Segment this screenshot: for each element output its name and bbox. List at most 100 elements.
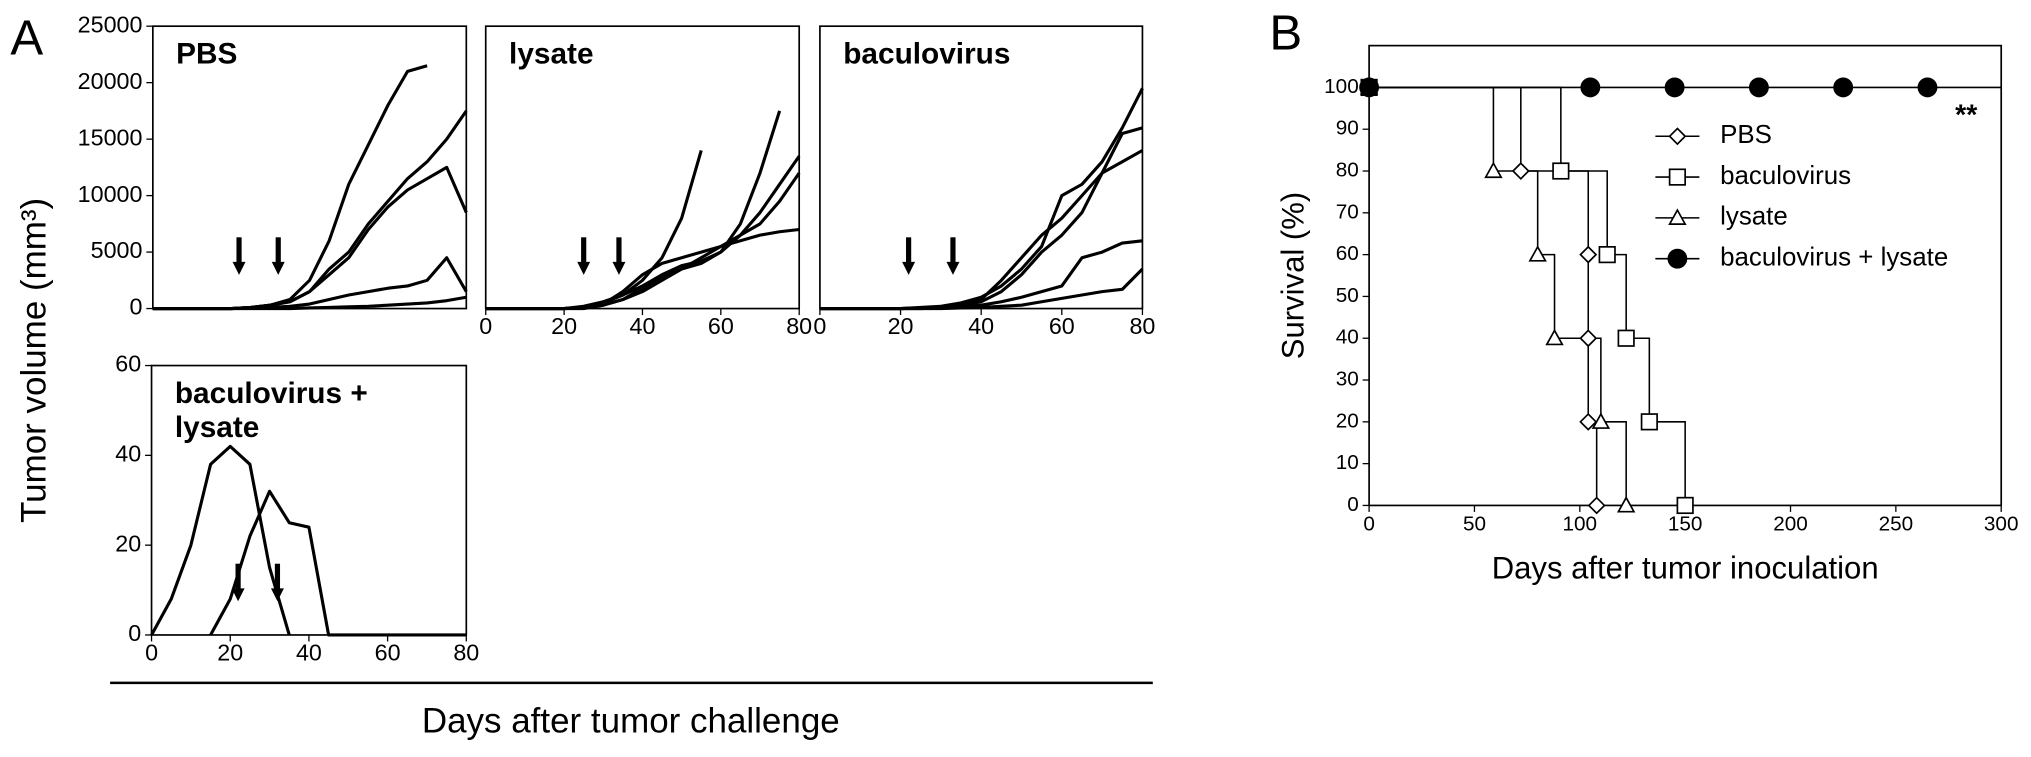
chart-title-box: lysate xyxy=(509,37,593,71)
marker xyxy=(1616,495,1636,513)
x-tick-label: 0 xyxy=(1363,512,1375,535)
x-tick-label: 20 xyxy=(888,313,914,339)
series-line xyxy=(209,489,467,637)
x-tick-label: 60 xyxy=(708,313,734,339)
y-tick-label: 20 xyxy=(115,530,141,556)
x-tick-label: 100 xyxy=(1563,512,1598,535)
series-line xyxy=(152,165,468,311)
marker xyxy=(1664,77,1685,98)
marker xyxy=(1598,246,1616,264)
y-tick-label: 60 xyxy=(1336,242,1359,265)
arrow xyxy=(946,237,960,275)
x-tick-label: 40 xyxy=(296,640,322,666)
marker xyxy=(1676,496,1694,515)
y-axis-label: Tumor volume (mm³) xyxy=(15,198,54,523)
y-tick-label: 20000 xyxy=(78,68,143,94)
arrow xyxy=(270,563,284,602)
x-tick-label: 50 xyxy=(1463,512,1486,535)
panel-label: B xyxy=(1269,6,1302,61)
y-tick-label: 60 xyxy=(115,351,141,377)
arrow xyxy=(902,237,916,275)
y-tick-label: 40 xyxy=(1336,326,1359,349)
marker xyxy=(1511,162,1530,180)
y-tick-label: 15000 xyxy=(78,124,143,150)
y-tick-label: 25000 xyxy=(78,11,143,37)
x-axis-label: Days after tumor challenge xyxy=(422,701,840,740)
x-tick-label: 0 xyxy=(479,313,492,339)
arrow xyxy=(232,237,246,275)
series-line xyxy=(152,295,467,311)
x-tick-label: 60 xyxy=(1049,313,1075,339)
x-tick-label: 200 xyxy=(1773,512,1808,535)
x-tick-label: 20 xyxy=(551,313,577,339)
marker xyxy=(1579,245,1598,264)
arrow xyxy=(612,237,626,275)
legend-marker xyxy=(1667,248,1688,269)
y-tick-label: 70 xyxy=(1336,200,1359,223)
series-line xyxy=(1369,86,1598,506)
y-tick-label: 40 xyxy=(115,441,141,467)
x-tick-label: 0 xyxy=(813,313,826,339)
arrow xyxy=(231,563,245,602)
y-tick-label: 30 xyxy=(1336,367,1359,390)
marker xyxy=(1617,329,1635,347)
marker xyxy=(1833,77,1854,98)
x-tick-label: 40 xyxy=(968,313,994,339)
x-tick-label: 40 xyxy=(629,313,655,339)
arrow xyxy=(577,237,591,275)
x-tick-label: 0 xyxy=(145,640,158,666)
series-line xyxy=(485,227,800,311)
chart-title: baculovirus xyxy=(843,36,1011,71)
marker xyxy=(1528,245,1547,262)
legend-marker xyxy=(1668,168,1687,186)
x-tick-label: 150 xyxy=(1668,512,1703,535)
y-tick-label: 5000 xyxy=(91,237,143,263)
series-line xyxy=(819,126,1143,311)
y-tick-label: 100 xyxy=(1324,75,1359,98)
marker xyxy=(1579,412,1598,431)
y-axis-label: Survival (%) xyxy=(1275,192,1310,360)
arrow-head xyxy=(231,588,245,602)
marker xyxy=(1640,413,1658,431)
marker xyxy=(1484,161,1503,179)
marker xyxy=(1545,328,1564,346)
x-tick-label: 80 xyxy=(1129,313,1155,339)
series-line xyxy=(485,110,782,311)
marker xyxy=(1587,496,1606,515)
series-line xyxy=(1369,86,1627,506)
y-tick-label: 10000 xyxy=(78,181,143,207)
y-tick-label: 50 xyxy=(1336,284,1359,307)
x-tick-label: 60 xyxy=(375,640,401,666)
series-line xyxy=(485,149,703,311)
marker xyxy=(1748,77,1769,98)
series-line xyxy=(819,87,1144,311)
y-tick-label: 10 xyxy=(1336,451,1359,474)
marker xyxy=(1579,329,1598,348)
legend-label: PBS xyxy=(1720,121,1772,149)
series-line xyxy=(152,256,468,311)
arrow-head xyxy=(577,261,591,275)
arrow-head xyxy=(271,261,285,275)
series-line xyxy=(485,155,801,311)
chart-title-box: PBS xyxy=(176,37,237,71)
y-tick-label: 80 xyxy=(1336,158,1359,181)
series-line xyxy=(1369,86,1686,506)
arrow-head xyxy=(946,261,960,275)
legend-label: lysate xyxy=(1720,203,1788,231)
series-line xyxy=(150,444,291,636)
x-tick-label: 300 xyxy=(1984,512,2019,535)
annotation: ** xyxy=(1955,99,1978,131)
y-tick-label: 0 xyxy=(1347,493,1359,516)
y-tick-label: 0 xyxy=(128,620,141,646)
series-line xyxy=(819,267,1144,311)
legend-marker xyxy=(1668,208,1687,225)
x-tick-label: 250 xyxy=(1879,512,1914,535)
x-tick-label: 80 xyxy=(453,640,479,666)
arrow xyxy=(271,237,285,275)
arrow-head xyxy=(232,261,246,275)
arrow-head xyxy=(612,261,626,275)
y-tick-label: 0 xyxy=(130,294,143,320)
panel-label: A xyxy=(10,11,43,66)
x-tick-label: 20 xyxy=(217,640,243,666)
